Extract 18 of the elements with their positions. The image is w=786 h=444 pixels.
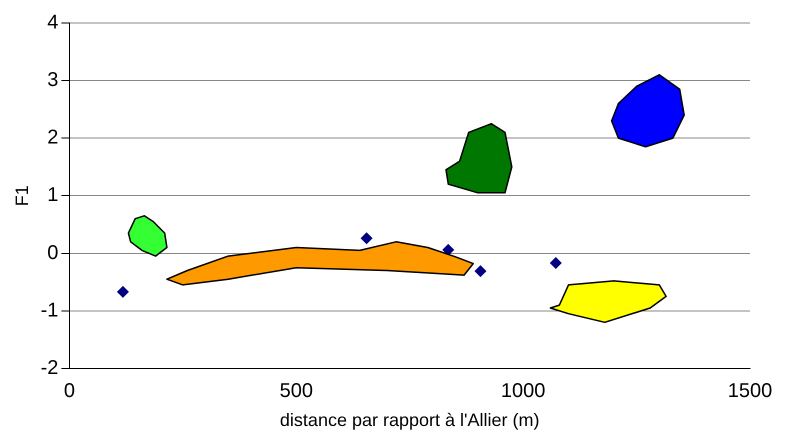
y-tick-label: 4 — [47, 12, 58, 34]
x-tick-label: 500 — [280, 380, 313, 402]
y-tick-label: 0 — [47, 242, 58, 264]
point — [474, 265, 486, 278]
point — [116, 286, 129, 298]
x-axis-title: distance par rapport à l'Allier (m) — [280, 410, 540, 430]
point — [550, 257, 562, 270]
y-axis-title: F1 — [12, 185, 32, 206]
x-tick-label: 0 — [64, 380, 75, 402]
y-tick-label: 1 — [47, 184, 58, 206]
y-tick-label: 2 — [47, 126, 58, 149]
x-tick-label: 1000 — [500, 380, 546, 402]
y-tick-label: -1 — [40, 299, 58, 322]
point — [360, 232, 373, 244]
x-tick-label: 1500 — [728, 380, 772, 402]
point — [442, 244, 454, 256]
y-tick-label: 3 — [47, 69, 58, 92]
y-tick-label: -2 — [40, 356, 58, 379]
